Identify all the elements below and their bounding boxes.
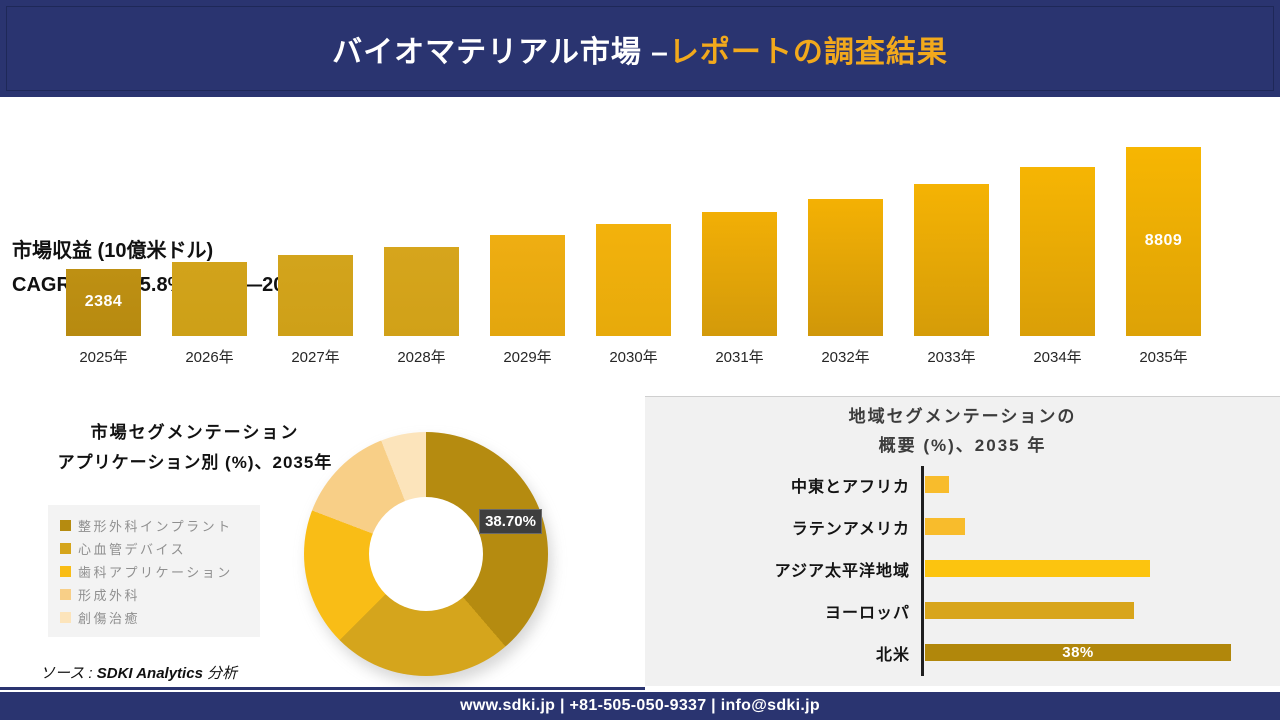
donut-data-label: 38.70%: [479, 509, 542, 534]
legend-swatch: [60, 520, 71, 531]
revenue-bar-category: 2030年: [609, 349, 658, 366]
region-bar-value: 38%: [1062, 644, 1094, 661]
legend-label: 心血管デバイス: [78, 542, 187, 557]
region-category-label: ヨーロッパ: [824, 605, 910, 622]
revenue-bar-2027年: [278, 255, 353, 336]
report-header-banner: バイオマテリアル市場 –レポートの調査結果: [0, 0, 1280, 97]
donut-hole: [369, 497, 483, 611]
region-title-line2: 概要 (%)、2035 年: [878, 436, 1047, 455]
footer-bar: www.sdki.jp | +81-505-050-9337 | info@sd…: [0, 692, 1280, 720]
region-category-label: ラテンアメリカ: [791, 521, 910, 538]
revenue-bar-category: 2031年: [715, 349, 764, 366]
revenue-bar-2032年: [808, 199, 883, 336]
legend-item: 心血管デバイス: [60, 537, 248, 560]
revenue-bar-category: 2029年: [503, 349, 552, 366]
region-bar-2: [925, 518, 965, 535]
revenue-bar-category: 2025年: [79, 349, 128, 366]
region-category-label: 中東とアフリカ: [790, 479, 910, 496]
donut-legend: 整形外科インプラント 心血管デバイス歯科アプリケーション 形成外科創傷治癒: [48, 505, 260, 637]
page-title-market: バイオマテリアル市場 –: [332, 35, 669, 69]
revenue-bar-category: 2027年: [291, 349, 340, 366]
revenue-bar-2035年: [1126, 147, 1201, 336]
revenue-bar-2026年: [172, 262, 247, 336]
legend-swatch: [60, 566, 71, 577]
donut-title-line1: 市場セグメンテーション: [90, 423, 300, 442]
revenue-bar-2029年: [490, 235, 565, 336]
legend-swatch: [60, 589, 71, 600]
revenue-bar-category: 2035年: [1139, 349, 1188, 366]
region-title-line1: 地域セグメンテーションの: [848, 407, 1077, 426]
region-category-label: アジア太平洋地域: [774, 563, 910, 580]
revenue-bar-category: 2026年: [185, 349, 234, 366]
page-title: バイオマテリアル市場 –レポートの調査結果: [332, 27, 948, 71]
revenue-bar-2030年: [596, 224, 671, 336]
revenue-bar-2034年: [1020, 167, 1095, 336]
source-suffix: 分析: [202, 665, 238, 682]
page-title-report: レポートの調査結果: [668, 35, 948, 69]
revenue-bar-2028年: [384, 247, 459, 336]
revenue-bar-2033年: [914, 184, 989, 336]
revenue-bar-chart: 2384 2025年 2026年 2027年 2028年 2029年 2030年 2031年 2…: [0, 0, 1280, 390]
legend-item: 創傷治癒: [60, 606, 248, 629]
revenue-bar-2031年: [702, 212, 777, 336]
legend-item: 整形外科インプラント: [60, 514, 248, 537]
legend-label: 創傷治癒: [78, 611, 141, 626]
region-chart-title: 地域セグメンテーションの 概要 (%)、2035 年: [645, 402, 1280, 460]
region-category-label: 北米: [875, 647, 910, 664]
legend-swatch: [60, 612, 71, 623]
revenue-bar-2025年: [66, 269, 141, 336]
legend-item: 形成外科: [60, 583, 248, 606]
donut-title-line2: アプリケーション別 (%)、2035年: [57, 453, 333, 472]
source-attribution: ソース : SDKI Analytics 分析: [40, 662, 237, 683]
region-bar-3: [925, 560, 1150, 577]
legend-swatch: [60, 543, 71, 554]
region-bar-5: 38%: [925, 644, 1231, 661]
revenue-bar-category: 2034年: [1033, 349, 1082, 366]
revenue-bar-value: 2384: [84, 292, 123, 310]
footer-contact: www.sdki.jp | +81-505-050-9337 | info@sd…: [460, 697, 820, 714]
region-chart-panel: [645, 396, 1280, 686]
revenue-bar-category: 2032年: [821, 349, 870, 366]
legend-item: 歯科アプリケーション: [60, 560, 248, 583]
application-donut-chart: [304, 432, 548, 676]
revenue-bar-category: 2028年: [397, 349, 446, 366]
revenue-bar-value: 8809: [1144, 231, 1183, 249]
source-brand: SDKI Analytics: [96, 665, 203, 682]
region-bar-1: [925, 476, 949, 493]
revenue-chart-title: 市場収益 (10億米ドル): [12, 240, 214, 262]
source-prefix: ソース :: [40, 665, 97, 682]
legend-label: 歯科アプリケーション: [78, 565, 233, 580]
revenue-bar-category: 2033年: [927, 349, 976, 366]
donut-chart-title: 市場セグメンテーション アプリケーション別 (%)、2035年: [35, 418, 355, 478]
region-chart-axis: [921, 466, 924, 676]
footer-separator-line: [0, 687, 645, 690]
legend-label: 形成外科: [78, 588, 141, 603]
region-bar-4: [925, 602, 1134, 619]
legend-label: 整形外科インプラント: [78, 519, 233, 534]
